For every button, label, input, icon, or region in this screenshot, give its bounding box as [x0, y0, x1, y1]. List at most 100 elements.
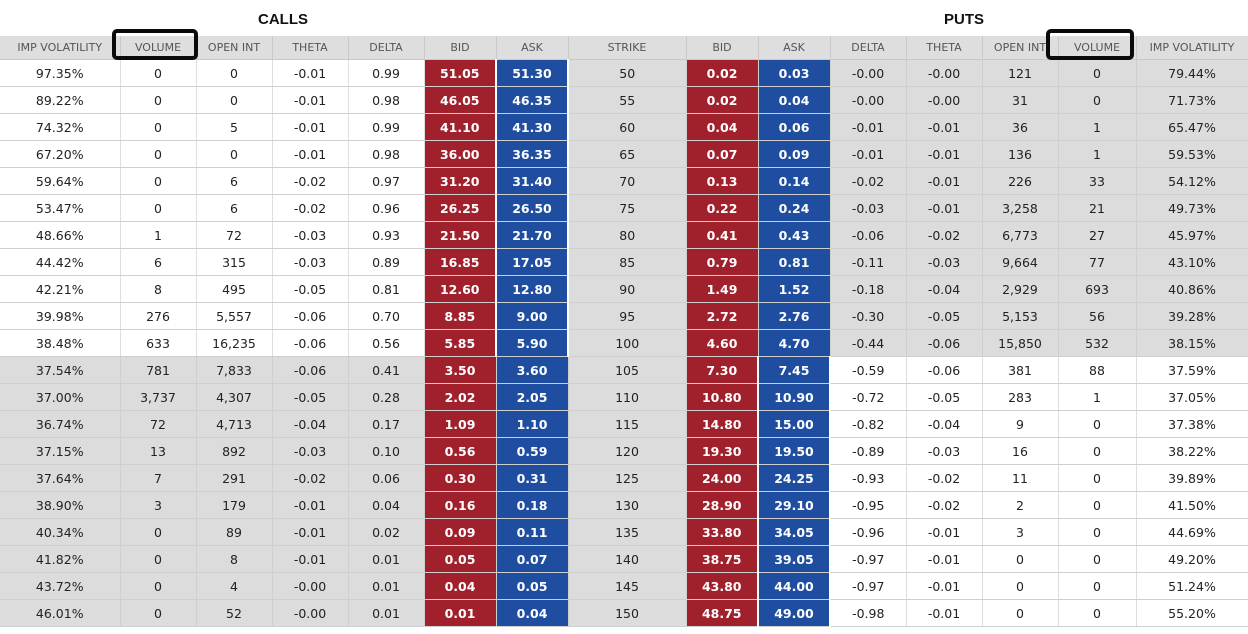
calls-bid-cell[interactable]: 21.50	[424, 221, 497, 249]
table-row[interactable]: 38.48% 633 16,235 -0.06 0.56 5.85 5.90 100 4.60 4…	[0, 329, 1248, 357]
puts-ask-cell[interactable]: 0.06	[758, 113, 831, 141]
puts-bid-cell[interactable]: 24.00	[686, 464, 759, 492]
puts-ask-cell[interactable]: 10.90	[758, 383, 831, 411]
puts-bid-cell[interactable]: 19.30	[686, 437, 759, 465]
calls-theta-header[interactable]: THETA	[272, 36, 349, 60]
calls-bid-cell[interactable]: 2.02	[424, 383, 497, 411]
table-row[interactable]: 38.90% 3 179 -0.01 0.04 0.16 0.18 130 28.90 29.10…	[0, 491, 1248, 519]
table-row[interactable]: 37.54% 781 7,833 -0.06 0.41 3.50 3.60 105 7.30 7.…	[0, 356, 1248, 384]
calls-ask-cell[interactable]: 2.05	[496, 383, 569, 411]
puts-ask-cell[interactable]: 1.52	[758, 275, 831, 303]
calls-bid-cell[interactable]: 16.85	[424, 248, 497, 276]
calls-ask-cell[interactable]: 0.07	[496, 545, 569, 573]
puts-bid-cell[interactable]: 0.02	[686, 59, 759, 87]
calls-bid-cell[interactable]: 41.10	[424, 113, 497, 141]
calls-ask-cell[interactable]: 31.40	[496, 167, 569, 195]
calls-ask-cell[interactable]: 26.50	[496, 194, 569, 222]
table-row[interactable]: 74.32% 0 5 -0.01 0.99 41.10 41.30 60 0.04 0.06 -0.…	[0, 113, 1248, 141]
puts-bid-cell[interactable]: 14.80	[686, 410, 759, 438]
puts-ask-cell[interactable]: 0.14	[758, 167, 831, 195]
table-row[interactable]: 46.01% 0 52 -0.00 0.01 0.01 0.04 150 48.75 49.00-…	[0, 599, 1248, 627]
puts-ask-cell[interactable]: 7.45	[758, 356, 831, 384]
table-row[interactable]: 42.21% 8 495 -0.05 0.81 12.60 12.80 90 1.49 1.52-…	[0, 275, 1248, 303]
calls-ask-cell[interactable]: 17.05	[496, 248, 569, 276]
puts-ask-cell[interactable]: 0.04	[758, 86, 831, 114]
puts-ask-cell[interactable]: 4.70	[758, 329, 831, 357]
calls-bid-cell[interactable]: 0.56	[424, 437, 497, 465]
calls-bid-cell[interactable]: 0.09	[424, 518, 497, 546]
calls-ask-cell[interactable]: 41.30	[496, 113, 569, 141]
table-row[interactable]: 36.74% 72 4,713 -0.04 0.17 1.09 1.10 115 14.80 15…	[0, 410, 1248, 438]
puts-bid-cell[interactable]: 33.80	[686, 518, 759, 546]
calls-ask-cell[interactable]: 5.90	[496, 329, 569, 357]
puts-theta-header[interactable]: THETA	[906, 36, 983, 60]
table-row[interactable]: 53.47% 0 6 -0.02 0.96 26.25 26.50 75 0.22 0.24 -0.…	[0, 194, 1248, 222]
puts-bid-cell[interactable]: 0.04	[686, 113, 759, 141]
calls-delta-header[interactable]: DELTA	[348, 36, 425, 60]
calls-bid-cell[interactable]: 0.05	[424, 545, 497, 573]
puts-ask-cell[interactable]: 0.09	[758, 140, 831, 168]
calls-ask-cell[interactable]: 0.59	[496, 437, 569, 465]
calls-ask-cell[interactable]: 3.60	[496, 356, 569, 384]
table-row[interactable]: 89.22% 0 0 -0.01 0.98 46.05 46.35 55 0.02 0.04 -0.…	[0, 86, 1248, 114]
table-row[interactable]: 40.34% 0 89 -0.01 0.02 0.09 0.11 135 33.80 34.05-…	[0, 518, 1248, 546]
calls-bid-cell[interactable]: 46.05	[424, 86, 497, 114]
puts-ask-cell[interactable]: 44.00	[758, 572, 831, 600]
calls-ask-cell[interactable]: 0.31	[496, 464, 569, 492]
calls-bid-cell[interactable]: 3.50	[424, 356, 497, 384]
table-row[interactable]: 37.64% 7 291 -0.02 0.06 0.30 0.31 125 24.00 24.25…	[0, 464, 1248, 492]
puts-ask-cell[interactable]: 0.43	[758, 221, 831, 249]
puts-open-int-header[interactable]: OPEN INT	[982, 36, 1059, 60]
puts-bid-cell[interactable]: 0.41	[686, 221, 759, 249]
puts-bid-cell[interactable]: 0.02	[686, 86, 759, 114]
puts-bid-cell[interactable]: 28.90	[686, 491, 759, 519]
puts-ask-cell[interactable]: 39.05	[758, 545, 831, 573]
calls-open-int-header[interactable]: OPEN INT	[196, 36, 273, 60]
table-row[interactable]: 97.35% 0 0 -0.01 0.99 51.05 51.30 50 0.02 0.03 -0.…	[0, 59, 1248, 87]
puts-ask-cell[interactable]: 0.24	[758, 194, 831, 222]
calls-ask-cell[interactable]: 21.70	[496, 221, 569, 249]
puts-bid-cell[interactable]: 0.79	[686, 248, 759, 276]
table-row[interactable]: 43.72% 0 4 -0.00 0.01 0.04 0.05 145 43.80 44.00 -0…	[0, 572, 1248, 600]
strike-header[interactable]: STRIKE	[568, 36, 687, 60]
calls-bid-cell[interactable]: 36.00	[424, 140, 497, 168]
calls-bid-cell[interactable]: 12.60	[424, 275, 497, 303]
calls-ask-cell[interactable]: 12.80	[496, 275, 569, 303]
calls-bid-cell[interactable]: 31.20	[424, 167, 497, 195]
calls-bid-cell[interactable]: 26.25	[424, 194, 497, 222]
puts-volume-header[interactable]: VOLUME	[1058, 36, 1137, 60]
calls-ask-cell[interactable]: 0.11	[496, 518, 569, 546]
calls-imp-volatility-header[interactable]: IMP VOLATILITY	[0, 36, 121, 60]
calls-ask-cell[interactable]: 36.35	[496, 140, 569, 168]
calls-ask-cell[interactable]: 1.10	[496, 410, 569, 438]
calls-ask-cell[interactable]: 0.05	[496, 572, 569, 600]
puts-bid-cell[interactable]: 1.49	[686, 275, 759, 303]
puts-bid-cell[interactable]: 0.13	[686, 167, 759, 195]
puts-ask-cell[interactable]: 24.25	[758, 464, 831, 492]
puts-ask-cell[interactable]: 0.81	[758, 248, 831, 276]
puts-bid-cell[interactable]: 43.80	[686, 572, 759, 600]
puts-bid-cell[interactable]: 7.30	[686, 356, 759, 384]
calls-volume-header[interactable]: VOLUME	[120, 36, 197, 60]
puts-ask-cell[interactable]: 19.50	[758, 437, 831, 465]
puts-bid-header[interactable]: BID	[686, 36, 759, 60]
calls-ask-header[interactable]: ASK	[496, 36, 569, 60]
puts-bid-cell[interactable]: 2.72	[686, 302, 759, 330]
puts-imp-volatility-header[interactable]: IMP VOLATILITY	[1136, 36, 1248, 60]
table-row[interactable]: 44.42% 6 315 -0.03 0.89 16.85 17.05 85 0.79 0.81-…	[0, 248, 1248, 276]
calls-bid-cell[interactable]: 5.85	[424, 329, 497, 357]
puts-delta-header[interactable]: DELTA	[830, 36, 907, 60]
calls-bid-cell[interactable]: 0.30	[424, 464, 497, 492]
puts-ask-cell[interactable]: 0.03	[758, 59, 831, 87]
puts-ask-header[interactable]: ASK	[758, 36, 831, 60]
puts-bid-cell[interactable]: 0.07	[686, 140, 759, 168]
table-row[interactable]: 48.66% 1 72 -0.03 0.93 21.50 21.70 80 0.41 0.43 -0…	[0, 221, 1248, 249]
table-row[interactable]: 41.82% 0 8 -0.01 0.01 0.05 0.07 140 38.75 39.05 -0…	[0, 545, 1248, 573]
calls-ask-cell[interactable]: 46.35	[496, 86, 569, 114]
puts-ask-cell[interactable]: 49.00	[758, 599, 831, 627]
table-row[interactable]: 59.64% 0 6 -0.02 0.97 31.20 31.40 70 0.13 0.14 -0.…	[0, 167, 1248, 195]
calls-bid-header[interactable]: BID	[424, 36, 497, 60]
calls-bid-cell[interactable]: 0.01	[424, 599, 497, 627]
calls-ask-cell[interactable]: 9.00	[496, 302, 569, 330]
puts-bid-cell[interactable]: 4.60	[686, 329, 759, 357]
